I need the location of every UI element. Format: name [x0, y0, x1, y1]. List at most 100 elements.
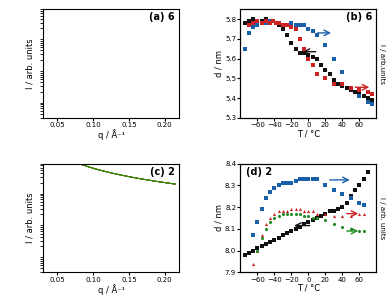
Point [360, 211, 367, 216]
Point [335, 82, 341, 87]
Point [276, 183, 282, 188]
Point [271, 215, 278, 220]
Point [365, 96, 371, 101]
Point [348, 88, 354, 93]
Point [292, 178, 299, 183]
Text: T= 30 °C: T= 30 °C [0, 305, 1, 306]
Point [309, 209, 316, 214]
Point [356, 92, 363, 97]
Point [309, 54, 316, 59]
Point [267, 239, 273, 244]
Point [254, 19, 260, 24]
Point [284, 209, 290, 214]
Point [284, 211, 290, 216]
Point [348, 226, 354, 231]
Point [322, 183, 328, 188]
Point [318, 213, 324, 218]
Point [254, 248, 260, 253]
Point [288, 21, 294, 25]
Point [254, 23, 260, 28]
Text: T= 120 °C: T= 120 °C [0, 305, 1, 306]
Point [271, 211, 278, 216]
Point [254, 220, 260, 225]
Y-axis label: d / nm: d / nm [215, 50, 224, 77]
Point [250, 261, 256, 266]
Point [322, 76, 328, 81]
Point [305, 56, 312, 61]
X-axis label: T / °C: T / °C [297, 129, 320, 139]
Point [305, 220, 312, 225]
Point [331, 213, 337, 218]
Point [331, 209, 337, 214]
Point [246, 31, 252, 35]
Point [348, 196, 354, 201]
Point [269, 19, 276, 24]
Text: T= 120 °C: T= 120 °C [0, 305, 1, 306]
Point [360, 203, 367, 207]
Point [273, 21, 279, 25]
Point [314, 176, 320, 181]
Point [258, 207, 265, 212]
Point [301, 176, 307, 181]
Y-axis label: I / arb. units: I / arb. units [25, 38, 34, 89]
Point [254, 21, 260, 25]
Y-axis label: d / nm: d / nm [214, 204, 223, 231]
Point [301, 209, 307, 214]
Point [369, 92, 375, 97]
Text: (b) 6: (b) 6 [346, 13, 372, 22]
Point [309, 218, 316, 222]
Point [331, 187, 337, 192]
Point [263, 19, 269, 24]
Point [301, 23, 307, 28]
Point [301, 213, 307, 218]
Point [288, 181, 294, 186]
Y-axis label: I / arb. units: I / arb. units [25, 193, 34, 243]
Point [331, 82, 337, 87]
Text: (a) 6: (a) 6 [149, 13, 175, 22]
Point [305, 213, 312, 218]
Point [269, 19, 276, 24]
Point [297, 23, 303, 28]
Point [263, 17, 269, 21]
Point [339, 84, 345, 89]
Point [314, 32, 320, 37]
Point [314, 215, 320, 220]
Point [279, 211, 286, 216]
Point [297, 211, 303, 216]
Point [348, 86, 354, 91]
Point [267, 21, 273, 25]
Point [305, 52, 312, 57]
Point [327, 209, 333, 214]
Point [246, 23, 252, 28]
Y-axis label: I / arb.units: I / arb.units [379, 43, 385, 84]
Point [241, 21, 248, 25]
Point [314, 215, 320, 220]
Point [258, 21, 265, 25]
Point [250, 248, 256, 253]
Point [297, 176, 303, 181]
Point [276, 213, 282, 218]
Point [309, 215, 316, 220]
Point [348, 86, 354, 91]
Point [356, 211, 363, 216]
Point [263, 222, 269, 227]
Point [356, 229, 363, 233]
Point [267, 189, 273, 194]
Point [343, 200, 350, 205]
Point [273, 21, 279, 25]
Point [314, 72, 320, 77]
Point [288, 211, 294, 216]
Point [322, 211, 328, 216]
Point [301, 50, 307, 55]
Point [356, 88, 363, 93]
Point [292, 207, 299, 212]
Point [339, 192, 345, 196]
Point [356, 183, 363, 188]
Point [276, 21, 282, 25]
Point [241, 46, 248, 51]
Point [297, 224, 303, 229]
Point [279, 27, 286, 32]
X-axis label: q / Å⁻¹: q / Å⁻¹ [98, 129, 125, 140]
Point [276, 23, 282, 28]
Point [292, 226, 299, 231]
